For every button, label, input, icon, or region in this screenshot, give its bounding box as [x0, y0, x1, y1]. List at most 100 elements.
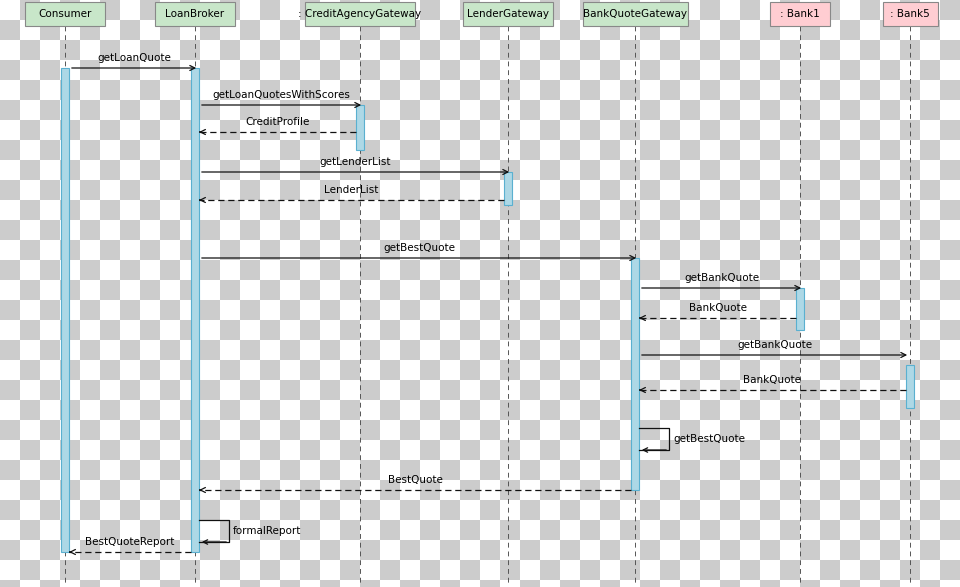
Bar: [320, 560, 340, 580]
Bar: [20, 0, 40, 20]
Bar: [160, 360, 180, 380]
Bar: [760, 260, 780, 280]
Bar: [80, 20, 100, 40]
Bar: [760, 540, 780, 560]
Bar: [240, 540, 260, 560]
Bar: [520, 300, 540, 320]
Bar: [120, 460, 140, 480]
Bar: [700, 20, 720, 40]
Bar: [560, 360, 580, 380]
Bar: [820, 120, 840, 140]
Bar: [480, 0, 500, 20]
Bar: [940, 60, 960, 80]
Bar: [720, 340, 740, 360]
Bar: [400, 520, 420, 540]
Bar: [200, 260, 220, 280]
Bar: [320, 400, 340, 420]
Bar: [660, 380, 680, 400]
Bar: [40, 220, 60, 240]
Bar: [400, 80, 420, 100]
Bar: [480, 560, 500, 580]
Bar: [520, 0, 540, 20]
Bar: [420, 80, 440, 100]
Bar: [380, 40, 400, 60]
Bar: [500, 220, 520, 240]
Bar: [900, 480, 920, 500]
Bar: [0, 120, 20, 140]
Bar: [0, 400, 20, 420]
Bar: [240, 420, 260, 440]
Bar: [80, 40, 100, 60]
Bar: [440, 540, 460, 560]
Bar: [620, 220, 640, 240]
Bar: [280, 180, 300, 200]
Bar: [540, 160, 560, 180]
Bar: [200, 180, 220, 200]
Bar: [280, 300, 300, 320]
Bar: [880, 240, 900, 260]
Bar: [820, 140, 840, 160]
Bar: [400, 0, 420, 20]
Bar: [360, 460, 380, 480]
Bar: [700, 260, 720, 280]
Bar: [460, 420, 480, 440]
Bar: [61, 68, 69, 552]
Bar: [880, 280, 900, 300]
Bar: [40, 320, 60, 340]
Bar: [860, 40, 880, 60]
Bar: [500, 300, 520, 320]
Bar: [160, 260, 180, 280]
Bar: [140, 220, 160, 240]
Bar: [680, 260, 700, 280]
Bar: [240, 480, 260, 500]
Bar: [0, 340, 20, 360]
Bar: [420, 140, 440, 160]
Bar: [320, 240, 340, 260]
Bar: [420, 380, 440, 400]
Bar: [500, 80, 520, 100]
Text: : CreditAgencyGateway: : CreditAgencyGateway: [299, 9, 421, 19]
Bar: [820, 280, 840, 300]
Bar: [400, 420, 420, 440]
Bar: [360, 520, 380, 540]
Bar: [140, 520, 160, 540]
Bar: [260, 200, 280, 220]
Bar: [300, 40, 320, 60]
Bar: [60, 0, 80, 20]
Text: BestQuoteReport: BestQuoteReport: [85, 537, 175, 547]
Bar: [0, 20, 20, 40]
Bar: [160, 20, 180, 40]
Bar: [540, 420, 560, 440]
Bar: [840, 460, 860, 480]
Bar: [920, 500, 940, 520]
Bar: [400, 280, 420, 300]
Bar: [180, 380, 200, 400]
Bar: [240, 400, 260, 420]
Bar: [620, 340, 640, 360]
Bar: [860, 480, 880, 500]
Bar: [220, 540, 240, 560]
Bar: [300, 60, 320, 80]
Bar: [740, 40, 760, 60]
Bar: [160, 240, 180, 260]
Bar: [460, 560, 480, 580]
Bar: [280, 420, 300, 440]
Bar: [640, 580, 660, 587]
Bar: [880, 140, 900, 160]
Bar: [760, 20, 780, 40]
Bar: [900, 260, 920, 280]
FancyBboxPatch shape: [583, 2, 687, 26]
Bar: [220, 400, 240, 420]
Bar: [180, 440, 200, 460]
Bar: [300, 300, 320, 320]
Bar: [820, 580, 840, 587]
Bar: [540, 540, 560, 560]
Bar: [640, 460, 660, 480]
Bar: [920, 580, 940, 587]
Bar: [840, 280, 860, 300]
Bar: [200, 300, 220, 320]
Bar: [260, 120, 280, 140]
Bar: [740, 220, 760, 240]
Bar: [340, 220, 360, 240]
Bar: [280, 380, 300, 400]
